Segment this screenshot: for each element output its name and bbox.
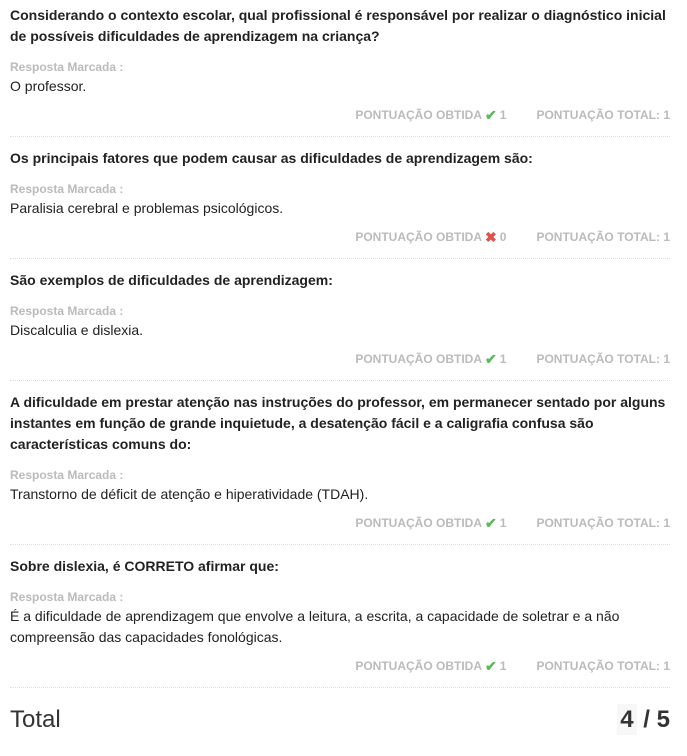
- answer-label: Resposta Marcada :: [10, 60, 124, 74]
- answer-text: Paralisia cerebral e problemas psicológi…: [10, 200, 284, 216]
- obtained-value: 0: [499, 230, 507, 244]
- question-text: Considerando o contexto escolar, qual pr…: [10, 7, 666, 44]
- obtained-score: PONTUAÇÃO OBTIDA ✖ 0: [355, 228, 506, 246]
- answer-text: Discalculia e dislexia.: [10, 322, 144, 338]
- obtained-label: PONTUAÇÃO OBTIDA: [355, 516, 483, 530]
- score-row: PONTUAÇÃO OBTIDA ✔ 1 PONTUAÇÃO TOTAL: 1: [10, 657, 670, 675]
- obtained-value: 1: [499, 352, 507, 366]
- obtained-value: 1: [499, 659, 507, 673]
- answer-label: Resposta Marcada :: [10, 304, 124, 318]
- answer-text: É a dificuldade de aprendizagem que envo…: [10, 608, 620, 645]
- total-obtained: 4: [617, 704, 637, 735]
- check-icon: ✔: [485, 658, 497, 674]
- total-score-label: PONTUAÇÃO TOTAL: 1: [536, 516, 670, 530]
- obtained-score: PONTUAÇÃO OBTIDA ✔ 1: [355, 106, 506, 124]
- question-text: Sobre dislexia, é CORRETO afirmar que:: [10, 558, 279, 574]
- obtained-label: PONTUAÇÃO OBTIDA: [355, 352, 483, 366]
- score-row: PONTUAÇÃO OBTIDA ✔ 1 PONTUAÇÃO TOTAL: 1: [10, 350, 670, 368]
- score-row: PONTUAÇÃO OBTIDA ✔ 1 PONTUAÇÃO TOTAL: 1: [10, 514, 670, 532]
- question-item: Sobre dislexia, é CORRETO afirmar que: R…: [10, 545, 670, 688]
- obtained-score: PONTUAÇÃO OBTIDA ✔ 1: [355, 514, 506, 532]
- obtained-label: PONTUAÇÃO OBTIDA: [355, 108, 483, 122]
- obtained-score: PONTUAÇÃO OBTIDA ✔ 1: [355, 657, 506, 675]
- question-item: A dificuldade em prestar atenção nas ins…: [10, 381, 670, 545]
- question-text: Os principais fatores que podem causar a…: [10, 150, 533, 166]
- total-score-label: PONTUAÇÃO TOTAL: 1: [536, 230, 670, 244]
- obtained-label: PONTUAÇÃO OBTIDA: [355, 659, 483, 673]
- total-label: Total: [10, 706, 61, 733]
- answer-text: O professor.: [10, 78, 87, 94]
- total-max: 5: [656, 706, 670, 733]
- answer-label: Resposta Marcada :: [10, 468, 124, 482]
- check-icon: ✔: [485, 107, 497, 123]
- score-row: PONTUAÇÃO OBTIDA ✔ 1 PONTUAÇÃO TOTAL: 1: [10, 106, 670, 124]
- obtained-label: PONTUAÇÃO OBTIDA: [355, 230, 483, 244]
- answer-text: Transtorno de déficit de atenção e hiper…: [10, 486, 369, 502]
- total-score-label: PONTUAÇÃO TOTAL: 1: [536, 659, 670, 673]
- obtained-score: PONTUAÇÃO OBTIDA ✔ 1: [355, 350, 506, 368]
- question-text: São exemplos de dificuldades de aprendiz…: [10, 272, 333, 288]
- results-list: Considerando o contexto escolar, qual pr…: [10, 0, 670, 688]
- total-score-label: PONTUAÇÃO TOTAL: 1: [536, 352, 670, 366]
- obtained-value: 1: [499, 516, 507, 530]
- total-row: Total 4 / 5: [10, 688, 670, 735]
- cross-icon: ✖: [485, 229, 497, 245]
- score-row: PONTUAÇÃO OBTIDA ✖ 0 PONTUAÇÃO TOTAL: 1: [10, 228, 670, 246]
- question-item: Os principais fatores que podem causar a…: [10, 137, 670, 259]
- question-text: A dificuldade em prestar atenção nas ins…: [10, 394, 666, 452]
- answer-label: Resposta Marcada :: [10, 182, 124, 196]
- answer-label: Resposta Marcada :: [10, 590, 124, 604]
- total-score: 4 / 5: [617, 704, 670, 735]
- total-score-label: PONTUAÇÃO TOTAL: 1: [536, 108, 670, 122]
- question-item: Considerando o contexto escolar, qual pr…: [10, 0, 670, 137]
- question-item: São exemplos de dificuldades de aprendiz…: [10, 259, 670, 381]
- obtained-value: 1: [499, 108, 507, 122]
- check-icon: ✔: [485, 515, 497, 531]
- total-separator: /: [636, 706, 657, 733]
- check-icon: ✔: [485, 351, 497, 367]
